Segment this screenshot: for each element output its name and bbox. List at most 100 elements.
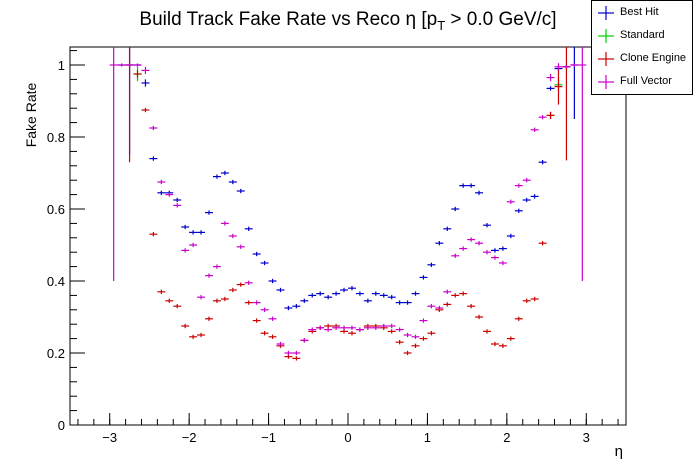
x-tick-label: −1 — [261, 430, 276, 445]
data-point — [395, 327, 404, 332]
series-standard — [133, 66, 563, 119]
data-point — [546, 111, 555, 119]
data-point — [165, 192, 174, 197]
data-point — [165, 298, 174, 303]
data-point — [490, 248, 499, 253]
data-point — [467, 183, 476, 188]
series-clone-engine — [125, 47, 571, 361]
data-point — [387, 295, 396, 300]
x-tick-label: −2 — [182, 430, 197, 445]
x-axis: −3 −2 −1 0 1 2 3 — [77, 413, 619, 445]
data-point — [459, 246, 468, 251]
data-point — [212, 174, 221, 179]
data-point — [363, 298, 372, 303]
data-point — [292, 304, 301, 309]
data-point — [236, 188, 245, 194]
data-point — [300, 298, 309, 303]
data-point — [475, 190, 484, 195]
chart-title-tail: > 0.0 GeV/c] — [445, 9, 556, 30]
data-point — [451, 206, 460, 212]
data-point — [316, 291, 325, 296]
legend-label-full-vector: Full Vector — [620, 75, 672, 87]
data-point — [490, 255, 499, 260]
data-point — [546, 86, 555, 91]
data-point — [205, 210, 213, 215]
data-point — [546, 74, 555, 82]
x-axis-label: η — [615, 443, 623, 460]
data-point — [427, 331, 436, 336]
data-point — [109, 47, 118, 281]
data-point — [371, 291, 380, 296]
legend-label-best-hit: Best Hit — [620, 6, 659, 18]
data-point — [260, 260, 269, 266]
legend-entry-best-hit: Best Hit — [592, 2, 692, 24]
data-point — [157, 190, 166, 195]
data-point — [212, 298, 221, 303]
data-point — [205, 316, 213, 321]
data-point — [141, 107, 150, 113]
data-point — [268, 334, 277, 339]
data-point — [522, 197, 531, 203]
data-point — [197, 295, 206, 300]
data-point — [197, 332, 206, 338]
x-tick-label: −3 — [102, 430, 117, 445]
data-point — [419, 336, 428, 341]
series-full-vector — [109, 47, 587, 356]
data-point — [562, 47, 571, 161]
data-point — [459, 291, 468, 296]
data-point — [133, 63, 142, 67]
data-point — [355, 327, 364, 332]
data-point — [435, 241, 444, 246]
data-point — [189, 334, 198, 339]
data-point — [348, 331, 356, 336]
data-point — [387, 329, 396, 334]
data-point — [173, 304, 182, 309]
series-best-hit — [117, 47, 579, 311]
data-point — [459, 183, 468, 188]
data-point — [189, 230, 198, 235]
data-point — [316, 325, 325, 330]
data-point — [228, 287, 237, 293]
data-point — [355, 291, 364, 296]
data-point — [467, 237, 476, 242]
legend-entry-standard: Standard — [592, 25, 692, 47]
chart-title: Build Track Fake Rate vs Reco η [pT > 0.… — [139, 9, 556, 33]
data-point — [411, 291, 420, 296]
y-tick-label: 0.2 — [47, 346, 65, 361]
data-point — [538, 160, 547, 165]
y-tick-label: 0.6 — [47, 202, 65, 217]
legend-marker-clone-engine — [598, 52, 614, 66]
data-point — [133, 70, 142, 78]
data-point — [308, 327, 317, 332]
data-point — [332, 291, 341, 296]
data-point — [498, 246, 507, 251]
data-point — [300, 338, 309, 343]
data-point — [403, 350, 412, 356]
legend-entry-clone-engine: Clone Engine — [592, 48, 692, 70]
data-point — [157, 289, 166, 294]
data-point — [506, 233, 515, 239]
y-tick-label: 0.8 — [47, 130, 65, 145]
data-point — [387, 323, 396, 329]
data-point — [244, 226, 253, 231]
data-point — [228, 179, 237, 185]
data-point — [197, 230, 206, 235]
data-point — [141, 79, 150, 87]
data-point — [506, 336, 515, 341]
data-point — [125, 63, 134, 67]
data-point — [173, 203, 182, 208]
data-point — [292, 350, 301, 356]
data-point — [570, 63, 579, 67]
data-point — [141, 66, 150, 74]
y-tick-label: 1 — [58, 58, 65, 73]
data-point — [443, 302, 452, 307]
x-tick-label: 2 — [503, 430, 510, 445]
data-point — [395, 300, 404, 305]
data-point — [395, 340, 404, 345]
data-point — [340, 287, 348, 293]
data-point — [451, 253, 460, 258]
x-tick-label: 3 — [583, 430, 590, 445]
data-point — [236, 282, 245, 287]
data-point — [403, 300, 412, 305]
data-point — [419, 318, 428, 323]
